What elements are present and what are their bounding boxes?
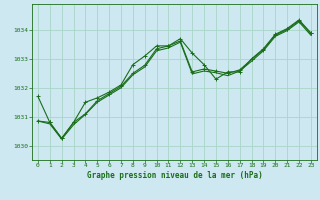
X-axis label: Graphe pression niveau de la mer (hPa): Graphe pression niveau de la mer (hPa)	[86, 171, 262, 180]
